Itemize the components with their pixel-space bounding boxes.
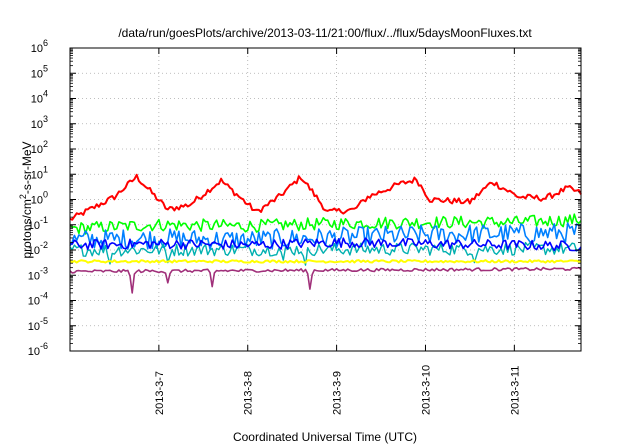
- series-line: [69, 173, 582, 221]
- x-axis-label: Coordinated Universal Time (UTC): [233, 430, 417, 444]
- y-tick-label: 10-4: [28, 291, 48, 308]
- x-axis-ticks: 2013-3-7 2013-3-8 2013-3-9 2013-3-10 2013-3-…: [154, 48, 521, 415]
- y-tick-label: 105: [31, 63, 48, 80]
- y-axis-ticks: 10-6 10-5 10-4 10-3 10-2 10-1 100 101 102 103 104 1…: [28, 38, 581, 358]
- x-tick-label: 2013-3-7: [154, 371, 166, 415]
- y-tick-label: 106: [31, 38, 48, 55]
- y-axis-label: protons/cm2-s-sr-MeV: [18, 141, 34, 258]
- y-tick-label: 101: [31, 164, 48, 181]
- y-tick-label: 102: [31, 139, 48, 156]
- series-line: [69, 237, 582, 252]
- y-tick-label: 10-1: [28, 215, 48, 232]
- series-line: [69, 259, 582, 264]
- y-tick-label: 100: [31, 190, 48, 207]
- x-tick-label: 2013-3-9: [332, 371, 344, 415]
- x-tick-label: 2013-3-11: [509, 366, 521, 415]
- x-tick-label: 2013-3-8: [243, 371, 255, 415]
- series-group: [69, 173, 582, 294]
- grid: [70, 48, 581, 351]
- y-tick-label: 103: [31, 114, 48, 131]
- y-tick-label: 10-2: [28, 240, 48, 257]
- y-tick-label: 10-3: [28, 265, 48, 282]
- series-line: [69, 241, 582, 266]
- y-tick-label: 104: [31, 89, 48, 106]
- series-line: [69, 213, 582, 235]
- x-tick-label: 2013-3-10: [420, 365, 432, 415]
- series-line: [69, 266, 582, 294]
- y-tick-label: 10-5: [28, 316, 48, 333]
- y-tick-label: 10-6: [28, 341, 48, 358]
- chart-title: /data/run/goesPlots/archive/2013-03-11/2…: [118, 26, 532, 40]
